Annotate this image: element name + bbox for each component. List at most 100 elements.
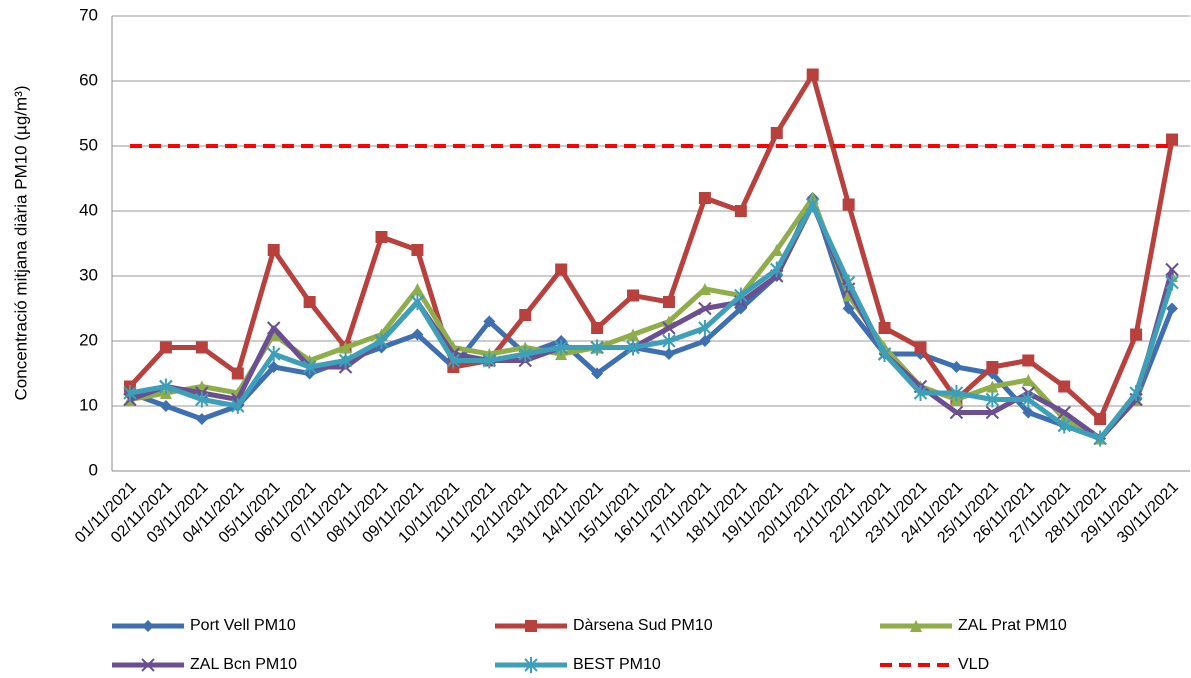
marker (806, 68, 819, 81)
marker (1021, 391, 1036, 408)
marker (195, 341, 208, 354)
y-tick-label: 60 (79, 70, 98, 89)
marker (1022, 406, 1035, 419)
marker (910, 620, 922, 632)
marker (985, 405, 1000, 420)
marker (734, 287, 748, 304)
marker (842, 302, 855, 315)
marker (524, 657, 538, 673)
marker (627, 289, 640, 302)
marker (698, 301, 712, 316)
marker (1165, 262, 1179, 277)
series-line (129, 202, 1175, 441)
marker (1130, 328, 1143, 341)
marker (142, 620, 154, 632)
marker (303, 296, 316, 308)
marker (231, 398, 245, 414)
marker (698, 283, 711, 295)
marker (231, 367, 244, 380)
marker (805, 196, 820, 213)
marker (339, 341, 352, 354)
marker (591, 322, 604, 334)
marker (1057, 405, 1071, 420)
marker (662, 333, 676, 349)
marker (1094, 413, 1107, 425)
marker (266, 321, 281, 335)
marker (698, 335, 711, 347)
marker (519, 309, 532, 321)
legend-label: BEST PM10 (573, 656, 661, 673)
marker (949, 405, 964, 420)
y-tick-label: 50 (79, 135, 98, 154)
marker (627, 328, 640, 341)
marker (375, 231, 388, 243)
marker (525, 620, 537, 632)
legend-label: Port Vell PM10 (190, 617, 296, 634)
marker (1093, 430, 1107, 447)
marker (482, 352, 497, 369)
marker (842, 198, 855, 211)
y-tick-label: 20 (79, 330, 98, 349)
y-tick-label: 0 (89, 460, 98, 479)
series-line (129, 202, 1175, 441)
marker (770, 261, 784, 278)
marker (411, 244, 424, 256)
marker (555, 263, 568, 276)
marker (1022, 354, 1035, 367)
legend-label: ZAL Bcn PM10 (190, 656, 297, 673)
marker (195, 391, 209, 408)
marker (159, 341, 172, 354)
marker (1022, 374, 1035, 386)
marker (913, 385, 928, 401)
marker (877, 346, 892, 362)
marker (141, 658, 155, 672)
marker (734, 205, 747, 217)
marker (1058, 380, 1071, 393)
marker (985, 391, 1000, 408)
y-tick-label: 70 (79, 5, 98, 24)
marker (950, 361, 963, 373)
marker (1166, 133, 1179, 146)
marker (1129, 385, 1143, 401)
marker (267, 244, 280, 256)
marker (770, 244, 783, 256)
marker (1165, 274, 1179, 291)
marker (626, 339, 640, 356)
y-tick-label: 30 (79, 265, 98, 284)
marker (1057, 417, 1071, 434)
marker (410, 294, 425, 310)
marker (411, 328, 424, 341)
marker (662, 321, 676, 335)
series-line (129, 195, 1175, 441)
marker (770, 127, 783, 139)
marker (411, 283, 424, 295)
legend-label: Dàrsena Sud PM10 (573, 617, 713, 634)
marker (662, 348, 675, 360)
marker (1166, 302, 1179, 315)
marker (591, 367, 604, 380)
marker (949, 385, 964, 401)
marker (266, 346, 281, 362)
marker (986, 380, 999, 393)
marker (267, 361, 280, 373)
marker (841, 274, 856, 291)
marker (986, 361, 999, 373)
marker (483, 315, 496, 328)
marker (662, 296, 675, 308)
legend-label: VLD (958, 656, 989, 673)
marker (195, 413, 208, 425)
marker (338, 352, 353, 369)
marker (914, 341, 927, 354)
marker (590, 339, 604, 356)
marker (123, 385, 137, 401)
marker (446, 352, 461, 369)
marker (698, 320, 712, 336)
marker (554, 339, 568, 356)
marker (374, 333, 389, 349)
y-axis-title: Concentració mitjana diària PM10 (µg/m³) (11, 86, 30, 401)
marker (159, 378, 173, 395)
marker (302, 359, 317, 375)
marker (159, 400, 172, 412)
y-tick-label: 40 (79, 200, 98, 219)
